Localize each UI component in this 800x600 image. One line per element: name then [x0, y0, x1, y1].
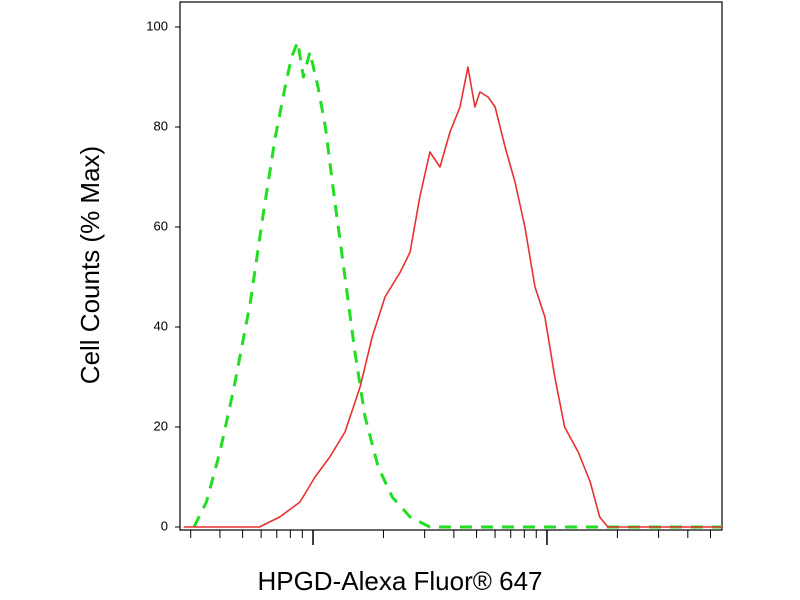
series-line — [183, 66, 722, 528]
y-tick-label: 80 — [154, 118, 168, 133]
y-tick-label: 60 — [154, 218, 168, 233]
y-tick-label: 40 — [154, 318, 168, 333]
y-tick-label: 20 — [154, 418, 168, 433]
x-axis-title: HPGD-Alexa Fluor® 647 — [257, 566, 542, 596]
y-tick-label: 100 — [146, 18, 168, 33]
plot-frame — [179, 1, 723, 531]
series-line — [192, 40, 722, 529]
y-axis-title: Cell Counts (% Max) — [75, 146, 105, 384]
y-tick-label: 0 — [161, 518, 168, 533]
